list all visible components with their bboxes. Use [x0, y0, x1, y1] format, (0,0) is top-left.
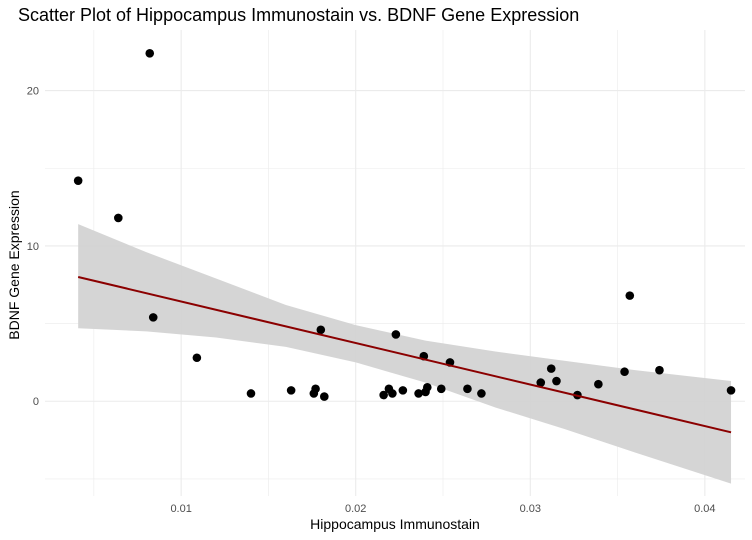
trend-layer [77, 276, 732, 434]
data-point [246, 389, 256, 398]
data-point [625, 291, 635, 300]
data-point [145, 49, 155, 58]
data-point [398, 386, 408, 395]
y-axis-label: BDNF Gene Expression [6, 190, 22, 340]
data-point [316, 325, 326, 335]
data-point [536, 378, 546, 387]
data-point [594, 379, 603, 389]
points-layer [73, 49, 736, 401]
data-point [552, 376, 561, 386]
data-point [391, 330, 401, 339]
y-axis-ticks: 0 10 20 [27, 86, 39, 409]
x-tick-label: 0.02 [345, 503, 366, 515]
data-point [388, 389, 397, 398]
chart-title: Scatter Plot of Hippocampus Immunostain … [18, 5, 580, 25]
y-tick-label: 0 [33, 396, 39, 408]
x-axis-ticks: 0.01 0.02 0.03 0.04 [170, 503, 715, 515]
data-point [414, 389, 423, 398]
x-tick-label: 0.04 [694, 503, 715, 515]
x-tick-label: 0.03 [520, 503, 541, 515]
data-point [379, 390, 388, 400]
data-point [546, 364, 556, 373]
data-point [726, 386, 736, 395]
y-tick-label: 10 [27, 241, 39, 253]
data-point [286, 386, 296, 395]
x-axis-label: Hippocampus Immunostain [310, 516, 480, 532]
data-point [620, 367, 629, 377]
data-point [320, 392, 329, 401]
x-tick-label: 0.01 [170, 503, 191, 515]
data-point [311, 384, 320, 394]
data-point [422, 382, 432, 392]
data-point [655, 365, 664, 375]
trend-line [77, 276, 732, 434]
data-point [114, 213, 123, 223]
data-point [436, 384, 446, 394]
data-point [192, 353, 202, 363]
data-point [477, 389, 486, 398]
data-point [463, 384, 472, 394]
data-point [148, 313, 158, 322]
data-point [73, 176, 83, 185]
y-tick-label: 20 [27, 86, 39, 98]
